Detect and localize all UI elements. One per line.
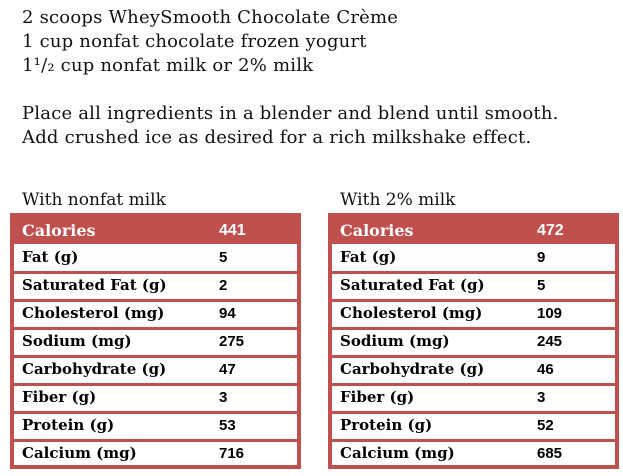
table-row: Fiber (g) 3 [14,383,297,409]
table-row: Sodium (mg) 245 [332,327,615,353]
nutrient-value: 5 [537,277,546,294]
nutrient-label: Saturated Fat (g) [22,276,167,294]
nutrient-label: Protein (g) [340,416,433,434]
nutrient-label: Calories [22,221,96,240]
nutrient-label: Cholesterol (mg) [22,304,165,322]
table-row: Cholesterol (mg) 94 [14,299,297,325]
nutrient-label: Carbohydrate (g) [340,360,485,378]
table-header-row: Calories 472 [332,217,615,244]
nutrient-value: 9 [537,249,546,266]
ingredient-line: 2 scoops WheySmooth Chocolate Crème [22,7,399,28]
table-row: Cholesterol (mg) 109 [332,299,615,325]
ingredient-line: 1¹/₂ cup nonfat milk or 2% milk [22,55,314,76]
nutrient-value: 245 [537,333,563,350]
nutrition-table-2pct-milk: With 2% milk Calories 472 Fat (g) 9 Satu… [328,190,619,469]
table-title: With 2% milk [340,190,456,210]
nutrient-label: Fat (g) [340,248,397,266]
nutrient-value: 472 [537,222,564,239]
nutrient-label: Calcium (mg) [340,444,455,462]
instruction-line: Place all ingredients in a blender and b… [22,103,559,124]
nutrient-label: Sodium (mg) [22,332,132,350]
nutrient-value: 441 [219,222,246,239]
nutrition-table-nonfat-milk: With nonfat milk Calories 441 Fat (g) 5 … [10,190,301,469]
nutrient-label: Protein (g) [22,416,115,434]
nutrient-label: Fiber (g) [22,388,97,406]
nutrient-value: 53 [219,417,236,434]
nutrient-value: 275 [219,333,245,350]
nutrient-label: Calories [340,221,414,240]
table-row: Calcium (mg) 685 [332,439,615,465]
table-row: Protein (g) 53 [14,411,297,437]
nutrient-value: 716 [219,445,245,462]
nutrient-value: 109 [537,305,563,322]
table-row: Fiber (g) 3 [332,383,615,409]
nutrient-value: 5 [219,249,228,266]
nutrient-label: Calcium (mg) [22,444,137,462]
ingredient-line: 1 cup nonfat chocolate frozen yogurt [22,31,367,52]
nutrient-label: Saturated Fat (g) [340,276,485,294]
nutrient-value: 52 [537,417,554,434]
nutrient-value: 3 [219,389,228,406]
nutrient-label: Fiber (g) [340,388,415,406]
nutrient-label: Cholesterol (mg) [340,304,483,322]
table-row: Saturated Fat (g) 5 [332,271,615,297]
nutrient-label: Carbohydrate (g) [22,360,167,378]
table-row: Calcium (mg) 716 [14,439,297,465]
table-row: Carbohydrate (g) 46 [332,355,615,381]
nutrition-table: Calories 441 Fat (g) 5 Saturated Fat (g)… [10,213,301,469]
nutrition-table: Calories 472 Fat (g) 9 Saturated Fat (g)… [328,213,619,469]
table-row: Carbohydrate (g) 47 [14,355,297,381]
nutrient-value: 2 [219,277,228,294]
instructions: Place all ingredients in a blender and b… [0,102,623,150]
nutrient-value: 3 [537,389,546,406]
table-title: With nonfat milk [22,190,166,210]
table-header-row: Calories 441 [14,217,297,244]
nutrition-tables: With nonfat milk Calories 441 Fat (g) 5 … [10,190,623,469]
nutrient-label: Sodium (mg) [340,332,450,350]
instruction-line: Add crushed ice as desired for a rich mi… [22,127,532,148]
nutrient-value: 94 [219,305,236,322]
nutrient-value: 47 [219,361,236,378]
table-row: Fat (g) 5 [14,246,297,269]
ingredients-list: 2 scoops WheySmooth Chocolate Crème 1 cu… [0,6,623,78]
table-row: Protein (g) 52 [332,411,615,437]
nutrient-label: Fat (g) [22,248,79,266]
nutrient-value: 685 [537,445,563,462]
table-row: Fat (g) 9 [332,246,615,269]
nutrient-value: 46 [537,361,554,378]
table-row: Sodium (mg) 275 [14,327,297,353]
table-row: Saturated Fat (g) 2 [14,271,297,297]
